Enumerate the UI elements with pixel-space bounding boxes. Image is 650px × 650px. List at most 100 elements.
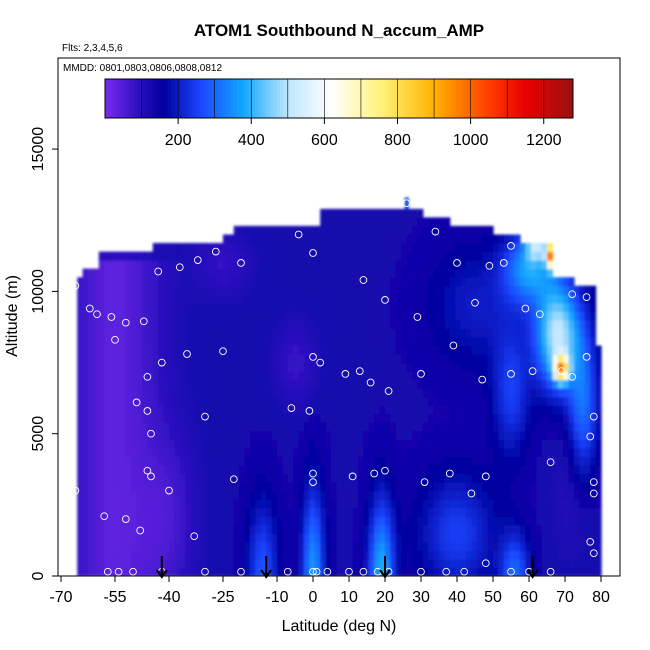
heatmap-cell [325,473,332,483]
heatmap-cell [287,533,294,543]
heatmap-cell [185,260,192,270]
heatmap-cell [557,447,564,457]
heatmap-cell [309,473,316,483]
colorbar-segment [232,79,238,118]
heatmap-cell [88,422,94,432]
heatmap-cell [547,533,553,543]
heatmap-cell [104,311,111,321]
heatmap-cell [314,430,321,440]
heatmap-cell [395,319,402,329]
heatmap-cell [579,388,586,398]
heatmap-cell [460,473,467,483]
heatmap-cell [401,251,408,261]
heatmap-cell [595,371,602,381]
heatmap-cell [309,302,316,312]
heatmap-cell [363,516,370,526]
heatmap-cell [347,251,354,261]
heatmap-cell [320,354,327,364]
heatmap-cell [320,439,327,449]
heatmap-cell [493,285,499,295]
heatmap-cell [255,524,262,534]
heatmap-cell [336,465,343,475]
heatmap-cell [536,354,543,364]
heatmap-cell [449,302,456,312]
heatmap-cell [293,473,300,483]
heatmap-cell [125,362,132,372]
heatmap-cell [93,277,100,287]
heatmap-cell [530,294,537,304]
heatmap-cell [520,396,526,406]
heatmap-cell [250,533,256,543]
heatmap-cell [88,507,94,517]
heatmap-cell [185,482,192,492]
heatmap-cell [293,319,300,329]
heatmap-cell [428,285,435,295]
heatmap-cell [206,311,213,321]
heatmap-cell [304,558,310,568]
heatmap-cell [163,319,170,329]
heatmap-cell [460,354,467,364]
heatmap-cell [228,430,235,440]
heatmap-cell [223,234,229,244]
heatmap-cell [77,482,84,492]
heatmap-cell [358,243,364,253]
heatmap-cell [525,413,532,423]
heatmap-cell [282,558,289,568]
heatmap-cell [509,354,516,364]
heatmap-cell [552,516,559,526]
heatmap-cell [584,524,591,534]
heatmap-cell [428,482,435,492]
heatmap-cell [395,524,402,534]
heatmap-cell [536,482,543,492]
heatmap-cell [158,456,165,466]
colorbar-tick-label: 600 [311,132,338,149]
heatmap-cell [250,482,256,492]
heatmap-cell [320,243,327,253]
heatmap-cell [298,456,305,466]
heatmap-cell [228,447,235,457]
heatmap-cell [406,208,413,218]
heatmap-cell [82,311,89,321]
colorbar-segment [137,79,143,118]
heatmap-cell [428,294,435,304]
heatmap-cell [152,379,159,389]
heatmap-cell [271,379,278,389]
heatmap-cell [471,225,478,235]
heatmap-cell [93,456,100,466]
heatmap-cell [341,362,348,372]
heatmap-cell [233,345,240,355]
heatmap-cell [379,396,386,406]
heatmap-cell [115,439,121,449]
heatmap-cell [147,413,154,423]
heatmap-cell [88,430,94,440]
heatmap-cell [368,533,375,543]
heatmap-cell [530,336,537,346]
heatmap-cell [514,311,521,321]
heatmap-cell [136,456,143,466]
heatmap-cell [158,354,165,364]
heatmap-cell [239,490,246,500]
colorbar-segment [532,79,537,118]
heatmap-cell [428,499,435,509]
heatmap-cell [455,507,462,517]
heatmap-cell [120,260,127,270]
heatmap-cell [460,499,467,509]
heatmap-cell [304,490,310,500]
heatmap-cell [136,439,143,449]
heatmap-cell [341,285,348,295]
heatmap-cell [206,541,213,551]
heatmap-cell [136,507,143,517]
heatmap-cell [147,430,154,440]
heatmap-cell [314,473,321,483]
heatmap-cell [541,319,548,329]
heatmap-cell [325,439,332,449]
heatmap-cell [287,379,294,389]
heatmap-cell [520,362,526,372]
heatmap-cell [363,354,370,364]
heatmap-cell [325,336,332,346]
heatmap-cell [206,251,213,261]
heatmap-cell [88,524,94,534]
heatmap-cell [228,251,235,261]
heatmap-cell [401,413,408,423]
heatmap-cell [336,217,343,227]
